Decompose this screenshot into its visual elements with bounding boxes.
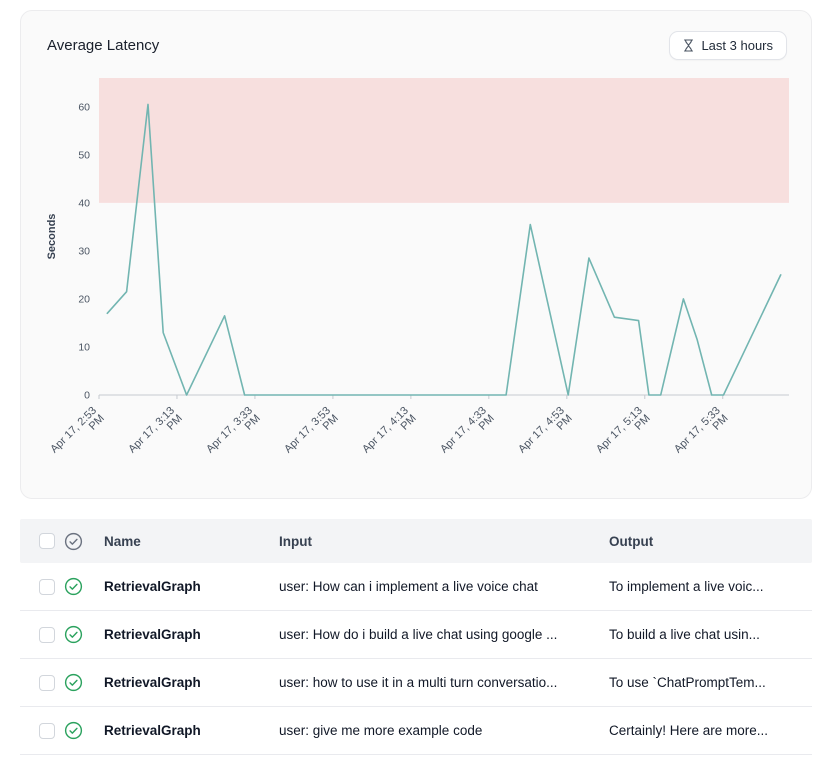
column-header-input: Input <box>279 533 312 549</box>
table-row[interactable]: RetrievalGraph user: how to use it in a … <box>20 659 812 707</box>
svg-text:20: 20 <box>78 293 90 305</box>
success-icon <box>64 577 83 596</box>
column-header-name: Name <box>104 533 141 549</box>
card-title: Average Latency <box>47 37 160 54</box>
svg-text:40: 40 <box>78 197 90 209</box>
row-checkbox[interactable] <box>39 674 55 691</box>
table-row[interactable]: RetrievalGraph user: How do i build a li… <box>20 611 812 659</box>
svg-text:30: 30 <box>78 245 90 257</box>
svg-text:Apr 17, 3:33PM: Apr 17, 3:33PM <box>204 405 263 464</box>
run-name[interactable]: RetrievalGraph <box>104 675 201 690</box>
svg-text:Apr 17, 4:13PM: Apr 17, 4:13PM <box>360 405 419 464</box>
row-checkbox[interactable] <box>39 578 55 595</box>
table-row[interactable]: RetrievalGraph user: give me more exampl… <box>20 707 812 755</box>
latency-card-header: Average Latency Last 3 hours <box>41 27 791 60</box>
latency-chart-svg[interactable]: 0 10 20 30 40 50 60 Seconds Apr 17, 2:53PM Apr 17… <box>41 70 793 490</box>
row-checkbox[interactable] <box>39 722 55 739</box>
run-input: user: give me more example code <box>279 723 483 738</box>
run-name[interactable]: RetrievalGraph <box>104 579 201 594</box>
runs-table: Name Input Output RetrievalGraph user: H… <box>20 519 812 755</box>
svg-text:Seconds: Seconds <box>46 214 58 260</box>
svg-text:Apr 17, 2:53PM: Apr 17, 2:53PM <box>48 405 107 464</box>
success-icon <box>64 625 83 644</box>
time-range-label: Last 3 hours <box>701 38 773 53</box>
svg-text:10: 10 <box>78 341 90 353</box>
run-name[interactable]: RetrievalGraph <box>104 723 201 738</box>
svg-text:60: 60 <box>78 101 90 113</box>
svg-text:Apr 17, 3:53PM: Apr 17, 3:53PM <box>282 405 341 464</box>
run-output: To build a live chat usin... <box>609 627 760 642</box>
svg-text:0: 0 <box>84 390 90 402</box>
row-checkbox[interactable] <box>39 626 55 643</box>
status-filter-icon[interactable] <box>64 532 83 551</box>
run-output: To use `ChatPromptTem... <box>609 675 766 690</box>
run-input: user: how to use it in a multi turn conv… <box>279 675 558 690</box>
svg-text:Apr 17, 5:33PM: Apr 17, 5:33PM <box>672 405 731 464</box>
run-input: user: How do i build a live chat using g… <box>279 627 558 642</box>
run-input: user: How can i implement a live voice c… <box>279 579 538 594</box>
run-name[interactable]: RetrievalGraph <box>104 627 201 642</box>
svg-text:Apr 17, 4:53PM: Apr 17, 4:53PM <box>516 405 575 464</box>
svg-text:50: 50 <box>78 149 90 161</box>
table-header-row: Name Input Output <box>20 519 812 563</box>
run-output: Certainly! Here are more... <box>609 723 769 738</box>
hourglass-icon <box>683 39 694 52</box>
select-all-checkbox[interactable] <box>39 533 55 549</box>
success-icon <box>64 721 83 740</box>
svg-text:Apr 17, 4:33PM: Apr 17, 4:33PM <box>438 405 497 464</box>
latency-card: Average Latency Last 3 hours 0 10 20 30 40 50… <box>20 10 812 499</box>
success-icon <box>64 673 83 692</box>
svg-text:Apr 17, 5:13PM: Apr 17, 5:13PM <box>594 405 653 464</box>
column-header-output: Output <box>609 533 654 549</box>
run-output: To implement a live voic... <box>609 579 764 594</box>
svg-text:Apr 17, 3:13PM: Apr 17, 3:13PM <box>126 405 185 464</box>
time-range-button[interactable]: Last 3 hours <box>669 31 787 60</box>
table-row[interactable]: RetrievalGraph user: How can i implement… <box>20 563 812 611</box>
latency-chart: 0 10 20 30 40 50 60 Seconds Apr 17, 2:53PM Apr 17… <box>41 70 791 490</box>
page: Average Latency Last 3 hours 0 10 20 30 40 50… <box>20 10 812 755</box>
